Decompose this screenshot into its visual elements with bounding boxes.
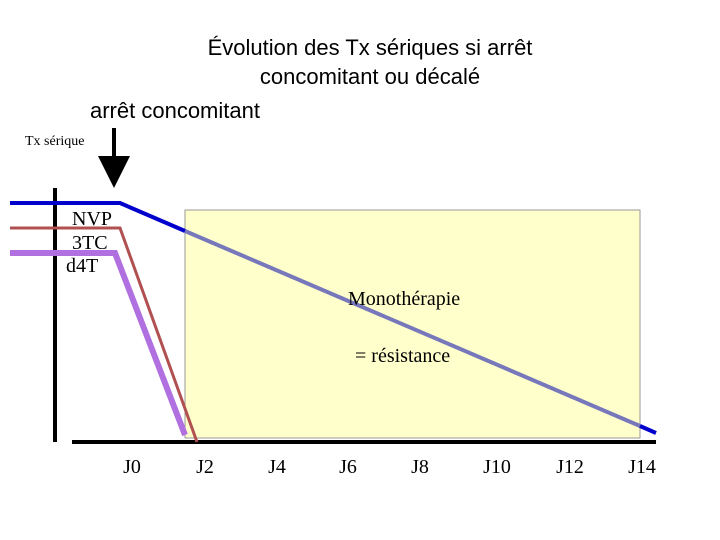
line-label: d4T (66, 255, 98, 277)
3tc-line (10, 226, 199, 443)
line-label: 3TC (72, 232, 108, 254)
x-label: J12 (556, 456, 584, 478)
box-label: = résistance (355, 345, 450, 367)
line-label: NVP (72, 208, 112, 230)
y-axis-label: Tx sérique (25, 134, 84, 149)
x-label: J14 (628, 456, 656, 478)
arrow-label: arrêt concomitant (90, 98, 260, 123)
x-label: J2 (196, 456, 214, 478)
x-labels: J0 J2 J4 J6 J8 J10 J12 J14 (123, 456, 656, 478)
nvp-line (639, 424, 657, 435)
title-line: concomitant ou décalé (260, 64, 480, 89)
d4t-line (10, 250, 188, 437)
title-line: Évolution des Tx sériques si arrêt (208, 35, 533, 60)
x-label: J6 (339, 456, 357, 478)
box-label: Monothérapie (348, 288, 460, 310)
x-label: J10 (483, 456, 511, 478)
nvp-line (184, 229, 641, 428)
x-label: J4 (268, 456, 286, 478)
monotherapy-box (184, 209, 641, 439)
x-label: J0 (123, 456, 141, 478)
x-label: J8 (411, 456, 429, 478)
nvp-line (10, 201, 186, 233)
